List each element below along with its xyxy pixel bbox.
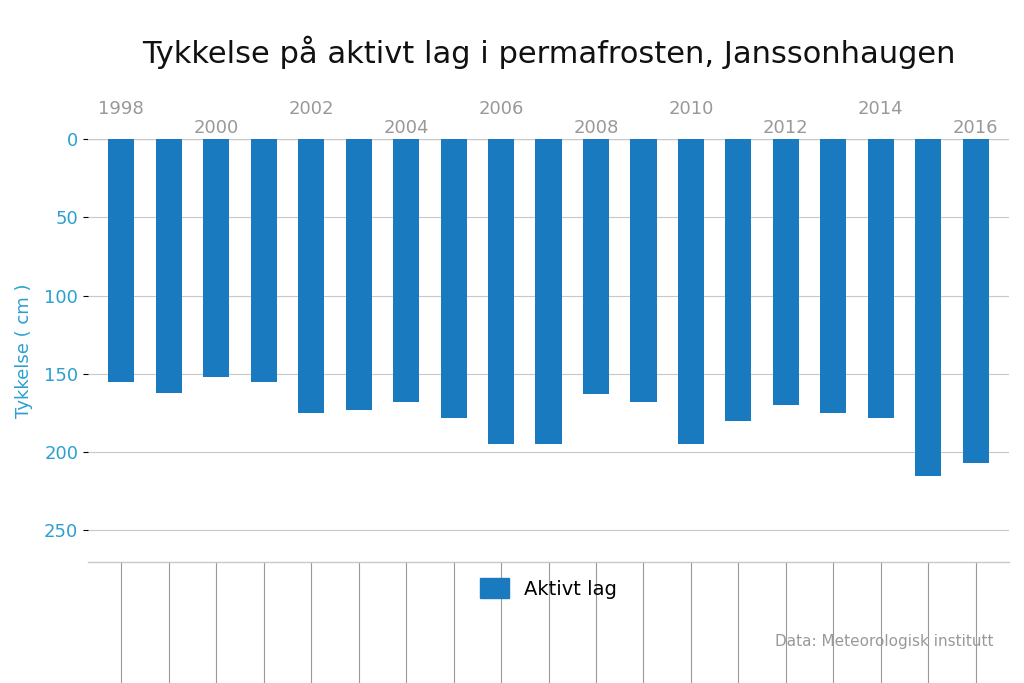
Bar bbox=[867, 139, 894, 417]
Bar bbox=[631, 139, 656, 402]
Bar bbox=[725, 139, 752, 421]
Bar bbox=[963, 139, 989, 463]
Legend: Aktivt lag: Aktivt lag bbox=[472, 570, 625, 607]
Bar bbox=[109, 139, 134, 382]
Bar bbox=[346, 139, 372, 410]
Bar bbox=[203, 139, 229, 377]
Bar bbox=[536, 139, 561, 444]
Text: 2010: 2010 bbox=[669, 100, 714, 118]
Bar bbox=[678, 139, 705, 444]
Bar bbox=[820, 139, 847, 413]
Text: 2014: 2014 bbox=[858, 100, 903, 118]
Bar bbox=[583, 139, 609, 394]
Y-axis label: Tykkelse ( cm ): Tykkelse ( cm ) bbox=[15, 283, 33, 417]
Text: 2012: 2012 bbox=[763, 119, 809, 137]
Bar bbox=[251, 139, 276, 382]
Bar bbox=[488, 139, 514, 444]
Text: 2016: 2016 bbox=[953, 119, 998, 137]
Text: 2002: 2002 bbox=[289, 100, 334, 118]
Bar bbox=[156, 139, 182, 393]
Title: Tykkelse på aktivt lag i permafrosten, Janssonhaugen: Tykkelse på aktivt lag i permafrosten, J… bbox=[141, 36, 955, 69]
Bar bbox=[915, 139, 941, 475]
Text: 2004: 2004 bbox=[383, 119, 429, 137]
Text: 1998: 1998 bbox=[98, 100, 144, 118]
Bar bbox=[393, 139, 419, 402]
Text: 2000: 2000 bbox=[194, 119, 239, 137]
Text: Data: Meteorologisk institutt: Data: Meteorologisk institutt bbox=[775, 634, 993, 649]
Bar bbox=[440, 139, 467, 417]
Bar bbox=[773, 139, 799, 405]
Text: 2008: 2008 bbox=[573, 119, 618, 137]
Bar bbox=[298, 139, 325, 413]
Text: 2006: 2006 bbox=[478, 100, 523, 118]
